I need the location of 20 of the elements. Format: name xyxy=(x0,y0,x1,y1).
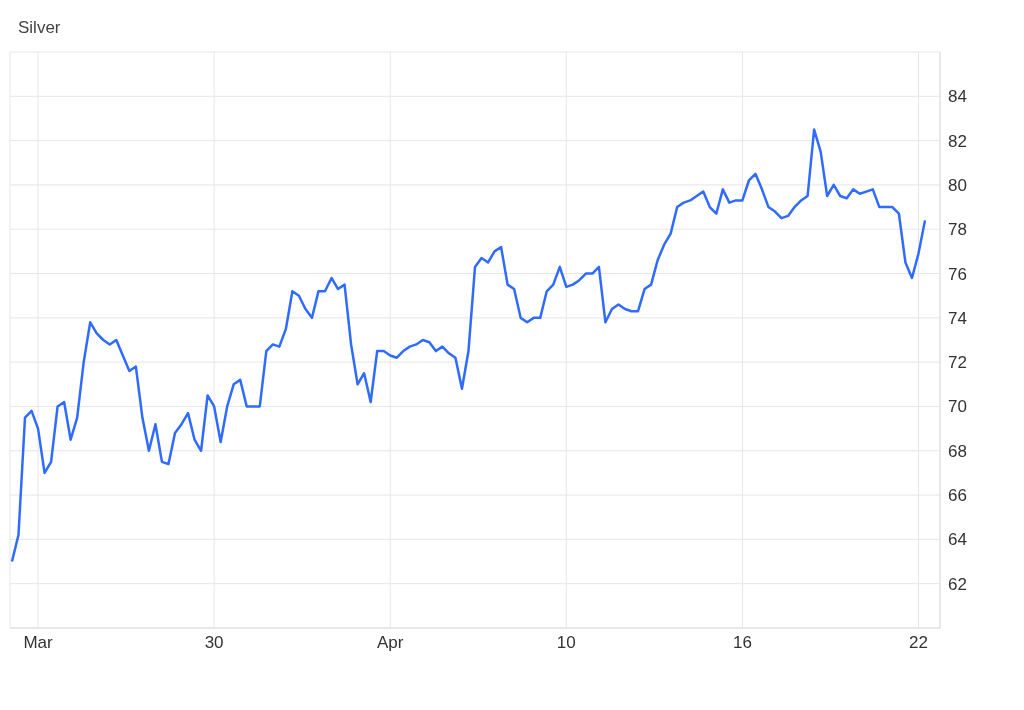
y-tick-label: 82 xyxy=(948,131,967,151)
x-tick-label: Mar xyxy=(23,633,54,653)
y-tick-label: 74 xyxy=(948,308,967,328)
chart-title: Silver xyxy=(18,18,61,38)
x-tick-label: 30 xyxy=(204,633,224,653)
line-series xyxy=(10,128,927,563)
y-tick-label: 68 xyxy=(948,441,967,461)
y-tick-label: 62 xyxy=(948,574,967,594)
x-tick-label: 16 xyxy=(732,633,752,653)
y-tick-label: 84 xyxy=(948,87,967,107)
x-tick-label: 22 xyxy=(909,633,928,653)
y-tick-label: 70 xyxy=(948,397,967,417)
x-tick-label: 10 xyxy=(556,633,576,653)
x-tick-label: Apr xyxy=(376,633,404,653)
y-tick-label: 80 xyxy=(948,175,967,195)
y-tick-label: 76 xyxy=(948,264,967,284)
y-tick-label: 72 xyxy=(948,353,967,373)
y-tick-label: 66 xyxy=(948,486,967,506)
y-tick-label: 64 xyxy=(948,530,967,550)
y-tick-label: 78 xyxy=(948,220,967,240)
